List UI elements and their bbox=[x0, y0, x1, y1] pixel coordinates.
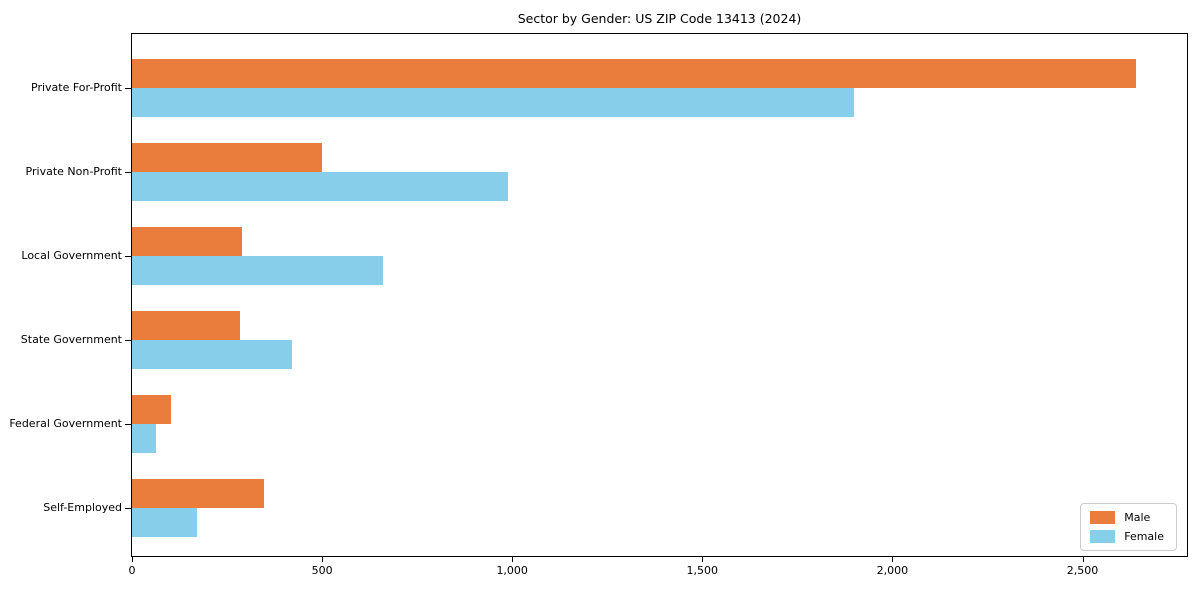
bar-female-private-for-profit bbox=[132, 88, 855, 117]
x-tick-label: 1,500 bbox=[686, 564, 719, 577]
y-tick bbox=[125, 508, 131, 509]
x-tick-label: 2,000 bbox=[876, 564, 909, 577]
legend-item-female: Female bbox=[1090, 530, 1164, 543]
bar-male-self-employed bbox=[132, 479, 264, 508]
x-tick bbox=[132, 557, 133, 562]
y-tick bbox=[125, 172, 131, 173]
bar-female-private-non-profit bbox=[132, 172, 509, 201]
y-tick bbox=[125, 88, 131, 89]
y-axis-label-private-for-profit: Private For-Profit bbox=[31, 81, 122, 94]
bar-female-local-government bbox=[132, 256, 383, 285]
y-axis-label-self-employed: Self-Employed bbox=[43, 501, 122, 514]
bar-male-state-government bbox=[132, 311, 241, 340]
legend-swatch-female bbox=[1090, 530, 1116, 543]
bar-female-federal-government bbox=[132, 424, 156, 453]
x-tick-label: 1,000 bbox=[496, 564, 528, 577]
legend-label-female: Female bbox=[1124, 530, 1164, 543]
bar-male-federal-government bbox=[132, 395, 172, 424]
y-tick bbox=[125, 340, 131, 341]
legend: Male Female bbox=[1080, 503, 1177, 551]
bar-female-self-employed bbox=[132, 508, 197, 537]
bar-male-private-for-profit bbox=[132, 59, 1136, 88]
x-tick bbox=[892, 557, 894, 562]
y-axis-label-state-government: State Government bbox=[20, 333, 122, 346]
bar-female-state-government bbox=[132, 340, 292, 369]
legend-label-male: Male bbox=[1124, 511, 1151, 524]
y-tick bbox=[125, 424, 131, 425]
legend-swatch-male bbox=[1090, 511, 1116, 524]
x-tick-label: 500 bbox=[311, 564, 333, 577]
x-tick bbox=[1082, 557, 1084, 562]
bar-male-local-government bbox=[132, 227, 243, 256]
y-axis-label-private-non-profit: Private Non-Profit bbox=[25, 165, 122, 178]
y-tick bbox=[125, 256, 131, 257]
y-axis-label-local-government: Local Government bbox=[21, 249, 122, 262]
x-tick bbox=[512, 557, 514, 562]
bar-male-private-non-profit bbox=[132, 143, 323, 172]
x-tick bbox=[702, 557, 704, 562]
x-tick-label: 0 bbox=[128, 564, 136, 577]
x-tick-label: 2,500 bbox=[1066, 564, 1099, 577]
plot-area: Male Female bbox=[131, 33, 1188, 557]
legend-item-male: Male bbox=[1090, 511, 1164, 524]
x-tick bbox=[322, 557, 324, 562]
y-axis-label-federal-government: Federal Government bbox=[9, 417, 122, 430]
chart-title: Sector by Gender: US ZIP Code 13413 (202… bbox=[517, 11, 802, 26]
